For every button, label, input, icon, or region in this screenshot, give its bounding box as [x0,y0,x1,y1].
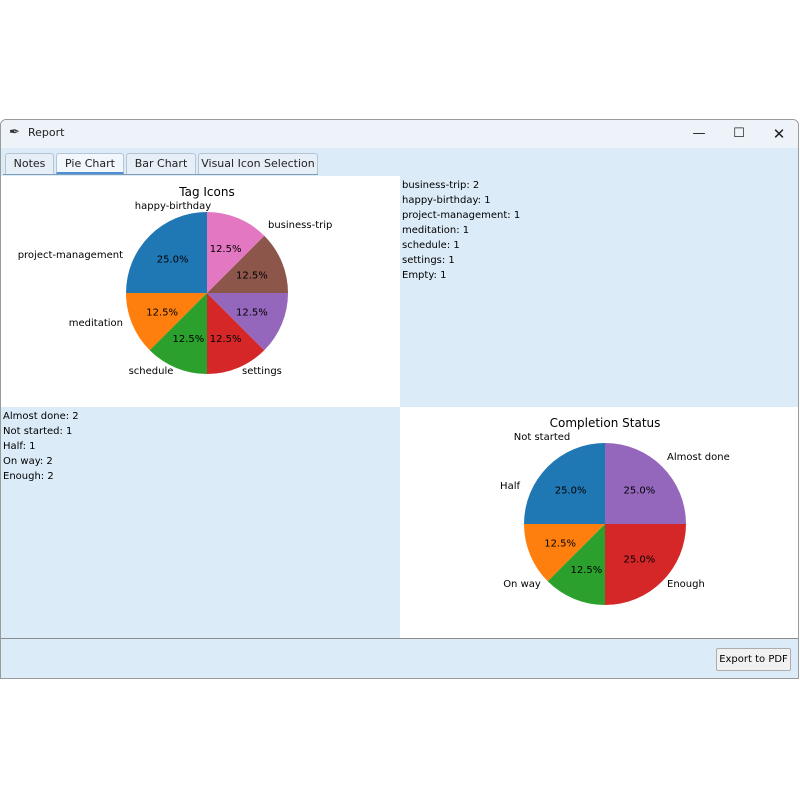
stat-schedule: schedule: 1 [402,240,460,251]
stat-enough: Enough: 2 [3,471,54,482]
stat-almost-done: Almost done: 2 [3,411,79,422]
stat-on-way: On way: 2 [3,456,53,467]
pie-category-label: business-trip [268,220,332,231]
pie-category-label: happy-birthday [135,201,211,212]
footer-bar: Export to PDF [1,639,798,678]
close-button[interactable]: ✕ [772,125,786,143]
pie-percent-label: 12.5% [173,334,205,345]
pie-percent-label: 12.5% [236,308,268,319]
pie-category-label: Half [500,481,520,492]
pie-percent-label: 12.5% [236,270,268,281]
stat-project-management: project-management: 1 [402,210,521,221]
tab-divider [3,174,318,175]
pie-slice-almost-done [524,443,605,524]
pie-slice-happy-birthday [126,293,207,351]
pie-percent-label: 25.0% [624,554,656,565]
pie-slice-on-way [605,524,686,605]
report-window: ✒ Report — ☐ ✕ Notes Pie Chart Bar Chart… [0,119,799,679]
pie-percent-label: 25.0% [624,486,656,497]
tab-visual-icon-selection[interactable]: Visual Icon Selection [198,153,318,174]
pie-category-label: Almost done [667,452,730,463]
pie-category-label: meditation [69,318,123,329]
pie-percent-label: 12.5% [146,308,178,319]
tab-bar-chart[interactable]: Bar Chart [126,153,196,174]
tag-icons-pie-chart: Tag Icons 25.0% business-trip 12.5% happy-bi… [18,185,333,377]
pie-category-label: Not started [514,432,571,443]
pie-slice-enough [605,443,686,524]
stat-half: Half: 1 [3,441,36,452]
pie-slice-project-management [149,293,207,374]
tab-notes[interactable]: Notes [5,153,54,174]
pie-category-label: settings [242,366,282,377]
pie-category-label: Enough [667,579,705,590]
pie-percent-label: 12.5% [210,334,242,345]
pie-category-label: project-management [18,250,123,261]
completion-status-pie-chart: Completion Status 25.0% Almost done 12.5% No… [500,416,730,605]
pie-percent-label: 12.5% [571,565,603,576]
status-stats-list: Almost done: 2 Not started: 1 Half: 1 On… [3,409,79,484]
stat-happy-birthday: happy-birthday: 1 [402,195,491,206]
chart-title: Tag Icons [178,185,234,199]
tag-stats-list: business-trip: 2 happy-birthday: 1 proje… [402,178,520,283]
pie-percent-label: 25.0% [555,486,587,497]
tag-stats-panel: business-trip: 2 happy-birthday: 1 proje… [400,176,798,407]
tab-pie-chart[interactable]: Pie Chart [56,153,124,174]
pie-percent-label: 12.5% [210,244,242,255]
export-to-pdf-button[interactable]: Export to PDF [716,648,791,671]
tag-icons-chart-panel: Tag Icons 25.0% business-trip 12.5% happy-bi… [1,176,400,407]
pie-category-label: schedule [129,366,174,377]
report-content: Tag Icons 25.0% business-trip 12.5% happy-bi… [1,176,798,639]
stat-empty: Empty: 1 [402,270,447,281]
stat-business-trip: business-trip: 2 [402,180,480,191]
pie-slice-settings [207,235,288,293]
stat-settings: settings: 1 [402,255,455,266]
pie-category-label: On way [503,579,541,590]
title-bar: ✒ Report — ☐ ✕ [1,120,798,148]
stat-not-started: Not started: 1 [3,426,73,437]
maximize-button[interactable]: ☐ [733,126,745,141]
pie-slice-not-started [524,524,605,582]
pie-slice-schedule [207,293,288,351]
feather-icon: ✒ [9,125,20,140]
window-title: Report [28,126,65,139]
pie-slice-half [547,524,605,605]
stat-meditation: meditation: 1 [402,225,470,236]
pie-slice-meditation [207,293,265,374]
pie-slice-business-trip [126,212,207,293]
minimize-button[interactable]: — [692,126,706,141]
pie-percent-label: 12.5% [544,539,576,550]
completion-status-chart-panel: Completion Status 25.0% Almost done 12.5% No… [400,407,798,638]
chart-title: Completion Status [550,416,661,430]
pie-slice-empty [207,212,265,293]
pie-percent-label: 25.0% [157,255,189,266]
status-stats-panel: Almost done: 2 Not started: 1 Half: 1 On… [1,407,400,638]
tab-bar: Notes Pie Chart Bar Chart Visual Icon Se… [1,148,798,176]
